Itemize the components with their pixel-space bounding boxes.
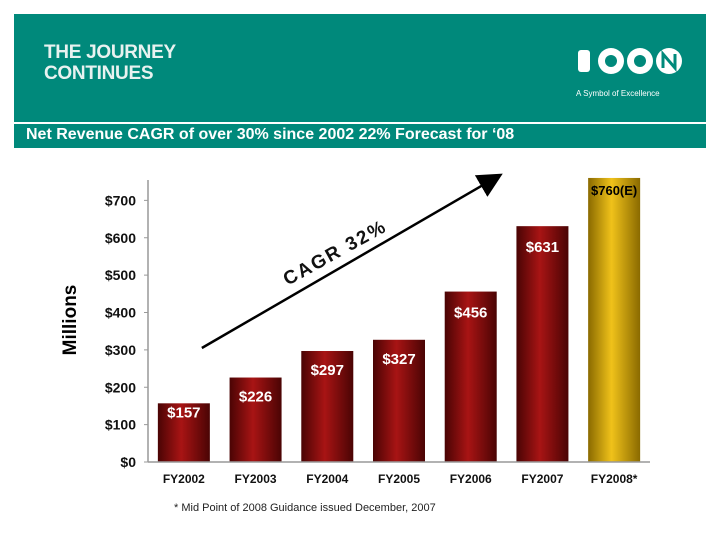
y-tick-label: $600 [105, 230, 136, 246]
subtitle-bar: Net Revenue CAGR of over 30% since 2002 … [14, 124, 706, 148]
tagline: THE JOURNEY CONTINUES [44, 42, 176, 84]
x-tick-label: FY2002 [163, 472, 205, 486]
logo-mark-icon [578, 48, 682, 74]
data-label: $157 [167, 404, 200, 421]
cagr-annotation: CAGR 32% [280, 216, 391, 290]
data-label: $631 [526, 239, 559, 256]
y-tick-label: $200 [105, 379, 136, 395]
header-banner: THE JOURNEY CONTINUES A Symbol of Excell… [14, 14, 706, 122]
x-tick-label: FY2005 [378, 472, 420, 486]
y-tick-label: $100 [105, 417, 136, 433]
revenue-bar-chart: $0 $100 $200 $300 $400 $500 $600 $700 FY2002 FY20… [60, 173, 650, 486]
slide-subtitle: Net Revenue CAGR of over 30% since 2002 … [26, 126, 515, 143]
data-label: $297 [311, 362, 344, 379]
footnote: * Mid Point of 2008 Guidance issued Dece… [174, 502, 436, 514]
bar-fy2004 [301, 350, 354, 462]
x-tick-label: FY2008* [591, 472, 638, 486]
x-tick-label: FY2006 [450, 472, 492, 486]
data-label: $760(E) [591, 183, 637, 198]
data-label: $226 [239, 389, 272, 406]
x-tick-label: FY2004 [306, 472, 348, 486]
y-tick-label: $700 [105, 192, 136, 208]
axes: $0 $100 $200 $300 $400 $500 $600 $700 FY2002 FY20… [60, 180, 650, 486]
data-label: $327 [382, 351, 415, 368]
bar-fy2002 [157, 403, 210, 462]
logo-tagline: A Symbol of Excellence [576, 89, 660, 98]
y-tick-label: $400 [105, 305, 136, 321]
trend-arrow [201, 173, 503, 350]
x-tick-label: FY2003 [235, 472, 277, 486]
y-axis-label: Millions [60, 285, 81, 356]
bar-fy2007 [516, 226, 569, 462]
y-tick-label: $0 [120, 454, 136, 470]
y-tick-label: $300 [105, 342, 136, 358]
data-labels: $157 $226 $297 $327 $456 $631 $760(E) [167, 183, 637, 421]
data-label: $456 [454, 305, 487, 322]
bar-fy2006 [444, 291, 497, 462]
bar-fy2003 [229, 377, 282, 462]
bars [157, 177, 641, 462]
bar-fy2005 [373, 339, 425, 462]
tagline-line-2: CONTINUES [44, 63, 154, 84]
y-tick-label: $500 [105, 267, 136, 283]
bar-fy2008 [588, 177, 641, 462]
x-tick-label: FY2007 [521, 472, 563, 486]
icon-logo: A Symbol of Excellence [576, 44, 696, 104]
tagline-line-1: THE JOURNEY [44, 42, 176, 63]
